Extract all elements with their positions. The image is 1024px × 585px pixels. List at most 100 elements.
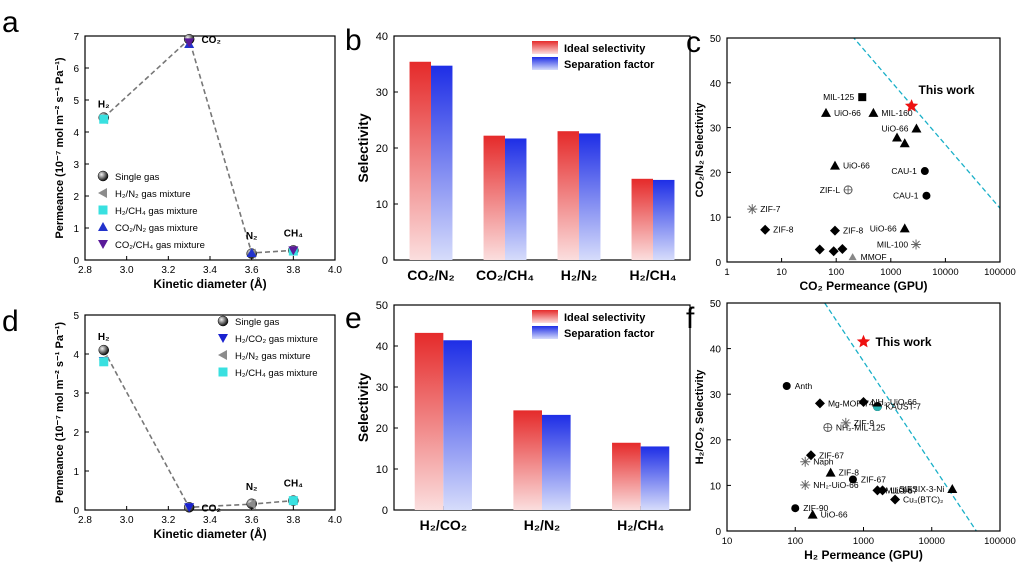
x-tick-label: 3.4 (203, 515, 217, 526)
point-label: Anth (795, 381, 813, 391)
point-label: MMOF (861, 252, 887, 262)
scatter-point (868, 107, 879, 117)
scatter-point (858, 93, 867, 102)
scatter-point (807, 509, 818, 519)
scatter-point (848, 253, 857, 261)
bar-separation (431, 65, 453, 261)
point-label: UiO-66 (834, 108, 861, 118)
upper-bound-line (853, 38, 1000, 209)
gas-label: CO₂ (201, 35, 220, 46)
gas-label: CO₂ (201, 503, 220, 514)
bar-ideal (409, 61, 431, 261)
x-tick-label: 3.6 (245, 265, 259, 276)
scatter-point (747, 204, 758, 215)
y-tick-label: 10 (376, 464, 388, 476)
x-tick-label: 3.8 (286, 515, 300, 526)
y-axis-label: Permeance (10⁻⁷ mol m⁻² s⁻¹ Pa⁻¹) (54, 322, 66, 504)
x-tick-label: 10 (722, 536, 733, 547)
point-label: ZIF-67 (861, 474, 886, 484)
legend-marker (98, 222, 108, 231)
legend-label: H₂/CH₄ gas mixture (235, 368, 318, 379)
y-axis-label: Permeance (10⁻⁷ mol m⁻² s⁻¹ Pa⁻¹) (54, 57, 66, 239)
panel-c: 1 10 100 1000 10000 100000 0 10 20 30 40 50 CO₂ Perm… (694, 34, 1016, 293)
point-label: KAUST-7 (885, 402, 921, 412)
bar-separation (505, 138, 527, 260)
legend-marker (98, 240, 108, 249)
legend-marker (97, 170, 109, 182)
bar-ideal (513, 410, 542, 510)
bar-ideal (631, 178, 653, 260)
bar-separation (579, 133, 601, 260)
scatter-point (899, 138, 910, 148)
point-label: MIL-96 (885, 485, 912, 495)
y-tick-label: 10 (376, 199, 388, 211)
scatter-point-half (872, 406, 882, 412)
y-tick-label: 20 (376, 143, 388, 155)
y-tick-label: 0 (382, 255, 388, 267)
scatter-point (828, 246, 839, 257)
legend-label: Ideal selectivity (564, 312, 646, 324)
panel-letter-a: a (2, 6, 19, 39)
legend-label: Separation factor (564, 59, 655, 71)
point-label: ZIF-8 (839, 468, 860, 478)
y-tick-label: 2 (73, 192, 79, 203)
x-tick-label: 100 (787, 536, 803, 547)
point-label: ZIF-7 (760, 204, 781, 214)
point-label: ZIF-67 (819, 450, 844, 460)
y-axis-label: Selectivity (355, 113, 371, 182)
y-tick-label: 3 (73, 389, 79, 400)
scatter-point (820, 107, 831, 117)
scatter-point (848, 475, 857, 484)
point-label: MIL-125 (823, 92, 854, 102)
point-label: NH₂-UiO-66 (872, 397, 918, 407)
y-tick-label: 6 (73, 64, 79, 75)
y-tick-label: 50 (710, 299, 722, 310)
scatter-point (837, 244, 848, 255)
gas-label: N₂ (246, 231, 258, 242)
y-tick-label: 30 (376, 382, 388, 394)
point-label: Mg-MOF-74 (828, 398, 874, 408)
y-tick-label: 4 (73, 350, 79, 361)
data-point (288, 496, 298, 506)
bar-ideal (483, 135, 505, 260)
x-tick-label: 1000 (880, 267, 901, 278)
point-label: UiO-67 (891, 485, 918, 495)
point-label: NH₂-MIL-125 (836, 422, 886, 432)
scatter-point (858, 396, 869, 407)
point-label: NH₂-UiO-66 (813, 480, 859, 490)
x-tick-label: 10000 (919, 536, 945, 547)
x-tick-label: 4.0 (328, 265, 342, 276)
legend-label: H₂/CH₄ gas mixture (115, 206, 198, 217)
data-point (246, 499, 256, 510)
x-tick-label: 3.4 (203, 265, 217, 276)
panel-b: 0 10 20 30 40 Selectivity CO₂/N₂ CO₂/CH₄ H₂/N₂ H₂… (355, 31, 691, 283)
scatter-point (872, 485, 883, 496)
panel-letter-e: e (345, 302, 362, 335)
bar-separation (443, 340, 472, 510)
scatter-point (899, 223, 910, 233)
scatter-point (829, 225, 840, 236)
bar-ideal (557, 131, 579, 260)
bar-separation (653, 179, 675, 260)
x-tick-label: 3.0 (120, 265, 134, 276)
data-point (184, 38, 195, 48)
y-tick-label: 0 (73, 506, 79, 517)
scatter-point (800, 479, 811, 490)
trend-line (103, 37, 294, 254)
legend-label: Separation factor (564, 328, 655, 340)
category-label: H₂/N₂ (561, 267, 598, 283)
x-tick-label: 100 (828, 267, 844, 278)
bar-separation (542, 414, 571, 510)
y-tick-label: 5 (73, 96, 79, 107)
data-point (99, 357, 109, 367)
legend-marker (218, 350, 227, 360)
point-label: ZIF-L (820, 185, 841, 195)
x-axis-label: Kinetic diameter (Å) (153, 276, 266, 291)
category-label: CO₂/N₂ (407, 267, 454, 283)
scatter-point (782, 381, 791, 390)
panel-letter-d: d (2, 305, 19, 338)
y-axis-label: H₂/CO₂ Selectivity (694, 369, 706, 465)
y-tick-label: 30 (376, 87, 388, 99)
y-tick-label: 30 (710, 124, 722, 135)
y-tick-label: 0 (715, 258, 721, 269)
